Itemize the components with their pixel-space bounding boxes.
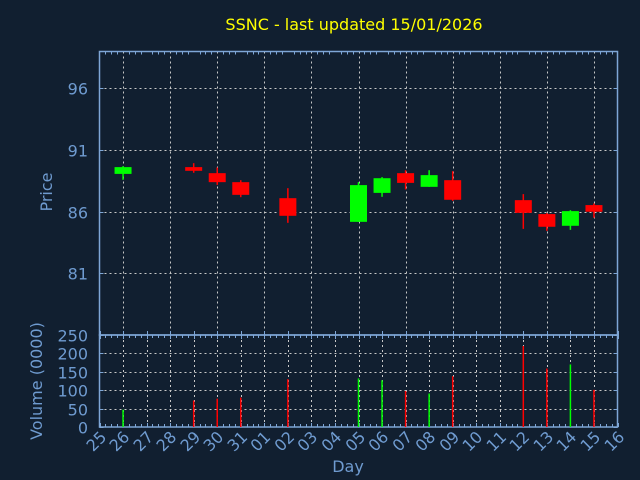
candle-body-30: [208, 173, 226, 183]
x-axis-label: Day: [332, 457, 364, 476]
price-tick-label: 91: [68, 142, 88, 161]
candle-body-05: [350, 185, 367, 222]
candle-body-06: [373, 178, 391, 193]
price-tick-label: 81: [68, 265, 88, 284]
volume-axis-label: Volume (0000): [27, 322, 46, 440]
candle-body-09: [444, 180, 462, 200]
candle-body-08: [420, 175, 438, 187]
price-axis-label: Price: [37, 172, 56, 211]
volume-tick-label: 250: [57, 327, 88, 346]
chart-title: SSNC - last updated 15/01/2026: [225, 15, 482, 34]
candle-body-14: [561, 211, 579, 226]
candle-body-07: [397, 173, 415, 183]
price-tick-label: 86: [68, 204, 88, 223]
candle-body-31: [232, 182, 250, 195]
candle-body-26: [114, 167, 132, 174]
price-tick-label: 96: [68, 80, 88, 99]
volume-tick-label: 200: [57, 345, 88, 364]
candle-body-02: [279, 198, 297, 216]
candle-body-29: [185, 167, 203, 171]
volume-tick-label: 100: [57, 382, 88, 401]
volume-tick-label: 50: [68, 401, 88, 420]
volume-tick-label: 150: [57, 364, 88, 383]
candle-body-15: [585, 205, 603, 212]
candle-body-13: [538, 214, 556, 227]
plot-layer: 9691868125262728293031010203040506070809…: [57, 50, 628, 455]
candle-body-12: [514, 200, 532, 213]
volume-tick-label: 0: [78, 419, 88, 438]
day-tick-label: 16: [600, 427, 628, 455]
